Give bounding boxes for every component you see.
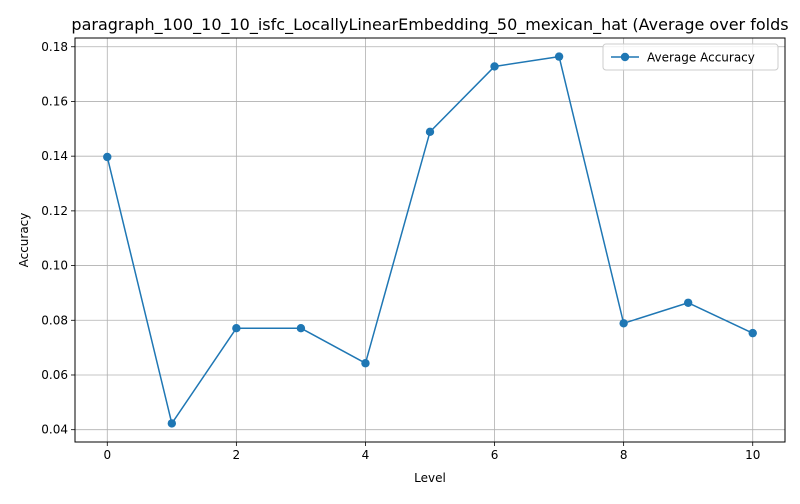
y-tick-label: 0.08	[41, 313, 68, 327]
chart-title: paragraph_100_10_10_isfc_LocallyLinearEm…	[71, 15, 788, 35]
data-point	[361, 359, 370, 368]
data-point	[490, 62, 499, 71]
x-tick-label: 4	[362, 448, 370, 462]
grid-lines	[75, 38, 785, 442]
x-tick-label: 6	[491, 448, 499, 462]
data-point	[167, 419, 177, 428]
legend: Average Accuracy	[602, 43, 779, 71]
y-axis-ticks: 0.04 0.06 0.08 0.10 0.12 0.14 0.16 0.18	[41, 40, 75, 437]
axes-frame	[74, 37, 786, 443]
legend-marker	[620, 52, 630, 62]
data-point	[748, 328, 757, 338]
data-point	[683, 298, 693, 307]
data-point	[232, 324, 241, 333]
x-tick-label: 10	[745, 448, 760, 462]
series-layer	[103, 52, 757, 428]
x-tick-label: 8	[620, 448, 628, 462]
x-axis-label: Level	[414, 471, 446, 485]
data-point	[103, 152, 112, 162]
plot-area	[75, 38, 785, 442]
x-axis-ticks: 0 2 4 6 8 10	[103, 442, 760, 462]
y-tick-label: 0.16	[41, 94, 68, 108]
y-tick-label: 0.10	[41, 259, 68, 273]
y-tick-label: 0.06	[41, 368, 68, 382]
legend-label: Average Accuracy	[647, 51, 755, 65]
legend-box	[602, 43, 779, 71]
x-tick-label: 2	[233, 448, 241, 462]
data-point	[296, 324, 306, 333]
data-point	[425, 127, 435, 137]
data-point	[554, 52, 564, 61]
data-point	[619, 319, 628, 328]
y-tick-label: 0.14	[41, 149, 68, 163]
y-tick-label: 0.12	[41, 204, 68, 218]
y-tick-label: 0.18	[41, 40, 68, 54]
y-axis-label: Accuracy	[17, 213, 31, 268]
y-tick-label: 0.04	[41, 423, 68, 437]
x-tick-label: 0	[103, 448, 111, 462]
